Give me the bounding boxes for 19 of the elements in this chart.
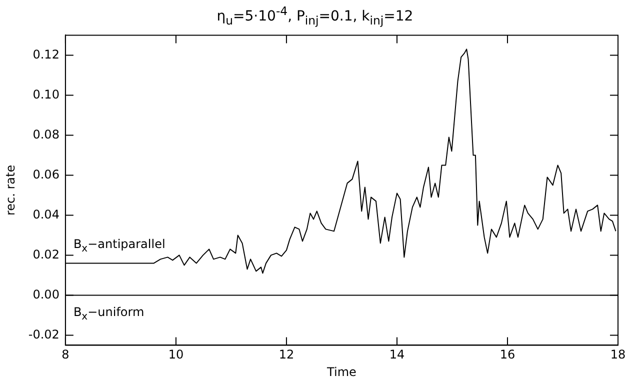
x-tick-label: 8 — [62, 348, 70, 362]
y-tick-label: 0.12 — [32, 47, 60, 62]
y-tick-label: -0.02 — [28, 327, 60, 342]
x-tick-label: 10 — [168, 348, 184, 362]
y-tick-label: 0.04 — [32, 207, 60, 222]
y-tick-label: 0.02 — [32, 247, 60, 262]
y-tick-label: 0.08 — [32, 127, 60, 142]
chart-title: η$_{u}$=5·10$^{-4}$, P$_{inj}$=0.1, k$_{inj}$=12 — [216, 4, 414, 28]
y-tick-label: 0.06 — [32, 167, 60, 182]
legend-label: B$_{x}$−uniform — [73, 305, 144, 323]
x-tick-label: 12 — [278, 348, 294, 362]
x-axis-title: Time — [326, 364, 356, 379]
x-tick-label: 18 — [610, 348, 626, 362]
y-tick-label: 0.10 — [32, 87, 60, 102]
y-tick-label: 0.00 — [32, 287, 60, 302]
x-tick-label: 16 — [500, 348, 516, 362]
x-tick-label: 14 — [389, 348, 405, 362]
series-label: B$_{x}$−antiparallel — [73, 237, 166, 255]
y-axis-title: rec. rate — [3, 164, 18, 216]
